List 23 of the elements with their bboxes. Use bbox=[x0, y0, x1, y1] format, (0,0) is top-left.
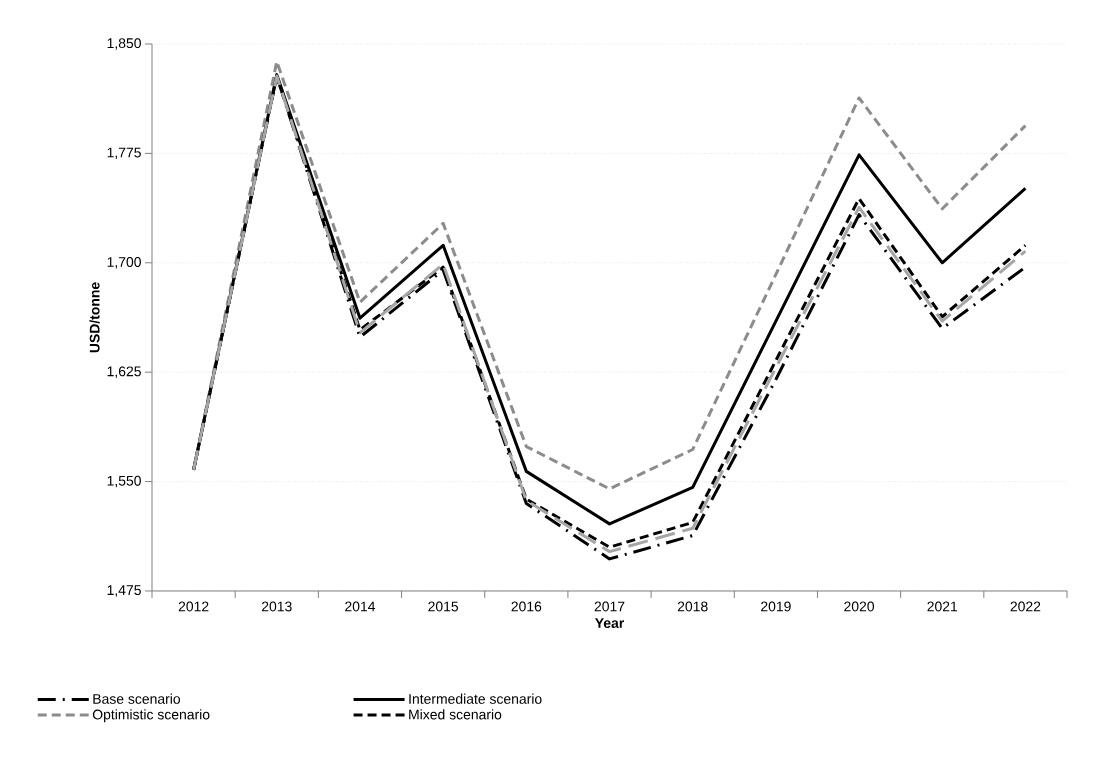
x-tick-label: 2012 bbox=[178, 601, 209, 612]
x-tick-label: 2015 bbox=[428, 601, 459, 612]
legend-label: Base scenario bbox=[93, 693, 181, 704]
y-tick-label: 1,625 bbox=[107, 366, 141, 378]
legend-label: Optimistic scenario bbox=[92, 709, 210, 723]
legend-label: Mixed scenario bbox=[409, 709, 502, 720]
y-tick-label: 1,475 bbox=[107, 585, 141, 597]
y-tick-label: 1,700 bbox=[107, 257, 141, 269]
y-tick-label: 1,775 bbox=[107, 147, 141, 160]
x-tick-label: 2020 bbox=[844, 601, 875, 612]
x-axis-title: Year bbox=[595, 618, 625, 628]
x-tick-label: 2017 bbox=[594, 601, 625, 612]
y-tick-label: 1,550 bbox=[107, 475, 141, 488]
y-axis-title: USD/tonne bbox=[89, 282, 100, 353]
legend-label: Intermediate scenario bbox=[409, 693, 542, 704]
x-tick-label: 2021 bbox=[927, 601, 958, 612]
x-tick-label: 2014 bbox=[345, 601, 376, 612]
x-tick-label: 2022 bbox=[1010, 601, 1041, 612]
y-tick-label: 1,850 bbox=[107, 38, 141, 50]
x-tick-label: 2019 bbox=[761, 601, 791, 612]
x-tick-label: 2016 bbox=[511, 601, 542, 612]
x-tick-label: 2018 bbox=[677, 601, 708, 612]
x-tick-label: 2013 bbox=[261, 601, 292, 612]
